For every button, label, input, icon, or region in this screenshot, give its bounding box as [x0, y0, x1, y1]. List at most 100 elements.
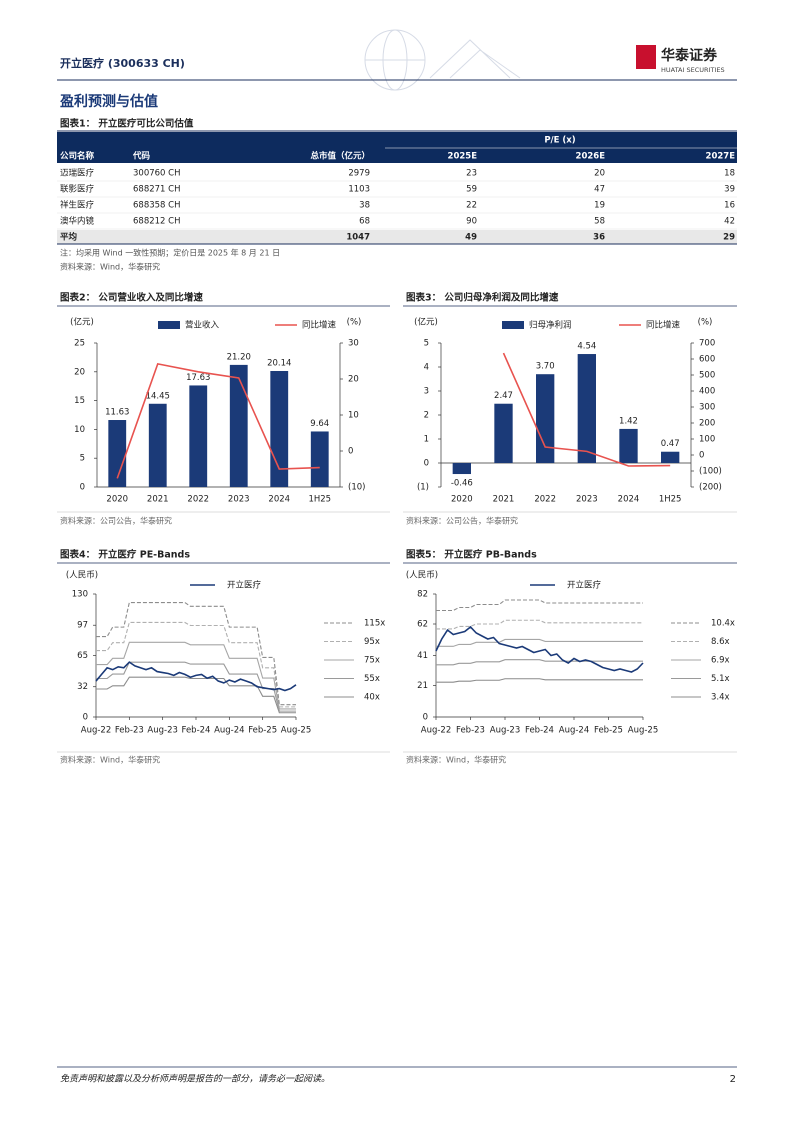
legend-swatch	[502, 321, 524, 329]
average-cell: 1047	[346, 233, 370, 243]
y-tick-label: 82	[417, 590, 428, 600]
table-cell: 澳华内镜	[60, 216, 95, 227]
chart-source: 资料来源：Wind，华泰研究	[60, 755, 160, 765]
legend-label: 同比增速	[646, 320, 681, 331]
x-tick-label: 2020	[451, 495, 473, 505]
column-header: 2025E	[448, 152, 478, 162]
bar	[619, 428, 638, 463]
growth-line	[116, 362, 320, 479]
band-line	[436, 599, 643, 612]
x-tick-label: Feb-23	[456, 726, 485, 736]
y2-tick-label: 200	[699, 419, 715, 429]
header-decoration	[364, 29, 521, 91]
group-header: P/E (x)	[544, 136, 575, 146]
legend-label: 8.6x	[711, 637, 730, 647]
x-tick-label: 2021	[493, 495, 515, 505]
legend-swatch	[158, 321, 180, 329]
chart-title: 图表2： 公司营业收入及同比增速	[60, 292, 203, 304]
legend-label: 75x	[364, 656, 380, 666]
x-tick-label: Aug-23	[490, 726, 520, 736]
bar	[661, 451, 680, 463]
legend-label: 5.1x	[711, 674, 730, 684]
legend-label: 开立医疗	[227, 580, 262, 591]
legend-label: 40x	[364, 693, 380, 703]
y2-axis-label: (%)	[698, 318, 713, 328]
y-tick-label: 15	[74, 396, 85, 406]
x-tick-label: 1H25	[308, 495, 331, 505]
price-line	[95, 661, 297, 692]
y-tick-label: 10	[74, 425, 85, 435]
table-cell: 300760 CH	[133, 169, 180, 179]
table-cell: 90	[466, 217, 477, 227]
table-header-bg	[57, 132, 737, 163]
x-tick-label: Aug-23	[147, 726, 177, 736]
x-tick-label: 2024	[618, 495, 640, 505]
average-cell: 49	[465, 233, 477, 243]
y-tick-label: (1)	[417, 483, 429, 493]
table-cell: 59	[466, 185, 477, 195]
x-tick-label: 2021	[147, 495, 169, 505]
price-line	[435, 625, 644, 673]
y2-tick-label: 0	[348, 447, 353, 457]
band-line	[436, 638, 643, 647]
y-axis-label: (人民币)	[406, 571, 438, 581]
table-cell: 688212 CH	[133, 217, 180, 227]
x-tick-label: 2022	[187, 495, 209, 505]
y2-tick-label: 600	[699, 355, 715, 365]
y-tick-label: 21	[417, 681, 428, 691]
y-tick-label: 65	[77, 651, 88, 661]
table-cell: 42	[724, 217, 735, 227]
y-tick-label: 0	[424, 459, 429, 469]
x-tick-label: 2020	[106, 495, 128, 505]
y-tick-label: 130	[72, 590, 88, 600]
table-cell: 18	[724, 169, 735, 179]
chart-source: 资料来源：公司公告，华泰研究	[406, 516, 518, 526]
x-tick-label: Aug-25	[628, 726, 658, 736]
table-cell: 20	[594, 169, 605, 179]
company-header: 开立医疗 (300633 CH)	[60, 56, 185, 70]
value-label: 21.20	[227, 352, 251, 362]
table-cell: 1103	[348, 185, 370, 195]
table-cell: 23	[466, 169, 477, 179]
table-note: 注：均采用 Wind 一致性预期；定价日是 2025 年 8 月 21 日	[60, 248, 280, 258]
chart-source: 资料来源：公司公告，华泰研究	[60, 516, 172, 526]
y-axis-label: (人民币)	[66, 571, 98, 581]
legend-label: 3.4x	[711, 693, 730, 703]
band-line	[96, 621, 296, 708]
table-cell: 16	[724, 201, 735, 211]
y-tick-label: 62	[417, 620, 428, 630]
column-header: 公司名称	[60, 151, 95, 162]
table-cell: 688358 CH	[133, 201, 180, 211]
table-cell: 2979	[348, 169, 370, 179]
y2-tick-label: 300	[699, 403, 715, 413]
bar	[577, 354, 596, 463]
average-label: 平均	[60, 232, 78, 243]
x-tick-label: 2023	[576, 495, 598, 505]
band-line	[96, 676, 296, 714]
y-tick-label: 3	[424, 387, 429, 397]
y2-tick-label: 500	[699, 371, 715, 381]
table-cell: 58	[594, 217, 605, 227]
bar	[148, 403, 167, 487]
y-tick-label: 5	[80, 454, 85, 464]
y2-tick-label: 700	[699, 339, 715, 349]
x-tick-label: 2024	[268, 495, 290, 505]
value-label: 3.70	[536, 362, 555, 372]
band-line	[436, 619, 643, 630]
x-tick-label: Feb-25	[594, 726, 623, 736]
table-cell: 19	[594, 201, 605, 211]
section-title: 盈利预测与估值	[59, 93, 158, 110]
value-label: 4.54	[577, 342, 596, 352]
y2-tick-label: (100)	[699, 467, 722, 477]
y-axis-label: (亿元)	[414, 317, 438, 328]
band-line	[436, 678, 643, 683]
y2-tick-label: (200)	[699, 483, 722, 493]
value-label: 0.47	[661, 439, 680, 449]
x-tick-label: Feb-24	[525, 726, 554, 736]
y2-tick-label: 30	[348, 339, 359, 349]
band-line	[96, 661, 296, 712]
legend-label: 归母净利润	[529, 320, 572, 331]
y-tick-label: 0	[80, 483, 85, 493]
